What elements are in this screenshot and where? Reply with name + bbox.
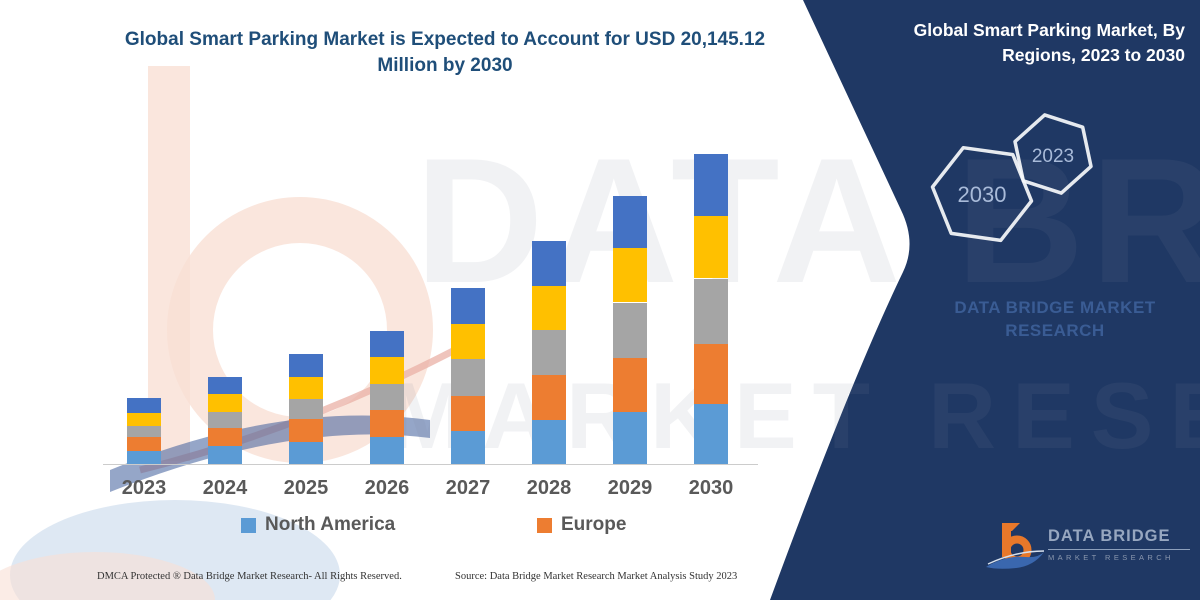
footer-copyright: DMCA Protected ® Data Bridge Market Rese… [97,571,402,582]
bar-segment-2026 [370,356,404,384]
bar-segment-2030-north-america [694,403,728,464]
legend-swatch-europe [537,517,552,533]
chart-title: Global Smart Parking Market is Expected … [100,27,790,79]
hexagon-2023 [1013,113,1093,195]
footer-source: Source: Data Bridge Market Research Mark… [455,571,738,582]
bar-segment-2024-north-america [208,446,242,464]
panel-brand-line1: DATA BRIDGE MARKET [954,298,1156,317]
x-axis-label-2028: 2028 [526,477,572,499]
x-axis-label-2026: 2026 [364,477,410,499]
logo-blue-swoosh [986,552,1044,569]
bar-segment-2027 [451,358,485,396]
bar-segment-2029-europe [613,357,647,412]
bar-segment-2026 [370,383,404,410]
bar-segment-2023-north-america [127,450,161,464]
bar-segment-2026-north-america [370,436,404,464]
logo-text-block: DATA BRIDGE MARKET RESEARCH [1048,527,1190,562]
bar-segment-2027 [451,323,485,359]
bar-segment-2029-north-america [613,411,647,464]
bar-segment-2024-europe [208,428,242,446]
logo-tagline: MARKET RESEARCH [1048,553,1174,562]
bar-segment-2028 [532,329,566,375]
bar-segment-2029 [613,248,647,303]
logo-name: DATA BRIDGE [1048,527,1190,550]
hexagon-2030-label: 2030 [958,182,1007,207]
bar-segment-2023 [127,412,161,426]
chart-title-line1: Global Smart Parking Market is Expected … [124,29,766,50]
panel-title-line2: Regions, 2023 to 2030 [1002,45,1185,65]
bar-segment-2028-north-america [532,419,566,464]
bar-segment-2028 [532,241,566,286]
data-bridge-logo: DATA BRIDGE MARKET RESEARCH [986,519,1191,584]
legend-label-europe: Europe [561,514,627,535]
logo-b-icon [986,523,1044,569]
panel-title-line1: Global Smart Parking Market, By [913,20,1185,40]
bar-segment-2030 [694,216,728,279]
logo-white-arc [987,550,1044,565]
legend-label-north-america: North America [265,514,396,535]
bar-segment-2025-north-america [289,442,323,464]
legend-item-europe: Europe [537,514,626,536]
bar-segment-2025 [289,376,323,399]
bar-segment-2025-europe [289,418,323,442]
bar-segment-2023-europe [127,436,161,451]
panel-brand-line2: RESEARCH [1005,321,1105,340]
x-axis-line [103,464,758,465]
x-axis-label-2027: 2027 [445,477,491,499]
bar-segment-2029 [613,302,647,358]
bar-segment-2024 [208,376,242,394]
navy-side-panel [770,0,1200,600]
x-axis-label-2023: 2023 [121,477,167,499]
bar-segment-2027-europe [451,395,485,431]
bar-segment-2024 [208,412,242,428]
x-axis-label-2025: 2025 [283,477,329,499]
hexagon-2023-label: 2023 [1032,146,1074,167]
bar-segment-2024 [208,394,242,412]
bar-segment-2029 [613,196,647,249]
bar-segment-2030 [694,154,728,217]
panel-title: Global Smart Parking Market, By Regions,… [855,18,1185,68]
bar-segment-2025 [289,398,323,419]
panel-brand-text: DATA BRIDGE MARKET RESEARCH [930,296,1180,342]
bar-segment-2028-europe [532,374,566,420]
legend-swatch-north-america [241,517,256,533]
bar-segment-2027-north-america [451,430,485,464]
chart-title-line2: Million by 2030 [377,55,513,76]
bar-segment-2030 [694,278,728,344]
x-axis-label-2024: 2024 [202,477,248,499]
x-axis-label-2029: 2029 [607,477,653,499]
hexagon-2030 [930,145,1034,243]
year-hexagons: 2030 2023 [930,113,1093,243]
legend-item-north-america: North America [241,514,395,536]
x-axis-label-2030: 2030 [688,477,734,499]
bar-segment-2030-europe [694,343,728,404]
bar-segment-2025 [289,353,323,377]
bar-segment-2023 [127,425,161,437]
bar-segment-2023 [127,397,161,413]
bar-segment-2028 [532,285,566,330]
bar-segment-2026 [370,330,404,357]
bar-segment-2027 [451,287,485,324]
bar-segment-2026-europe [370,409,404,437]
